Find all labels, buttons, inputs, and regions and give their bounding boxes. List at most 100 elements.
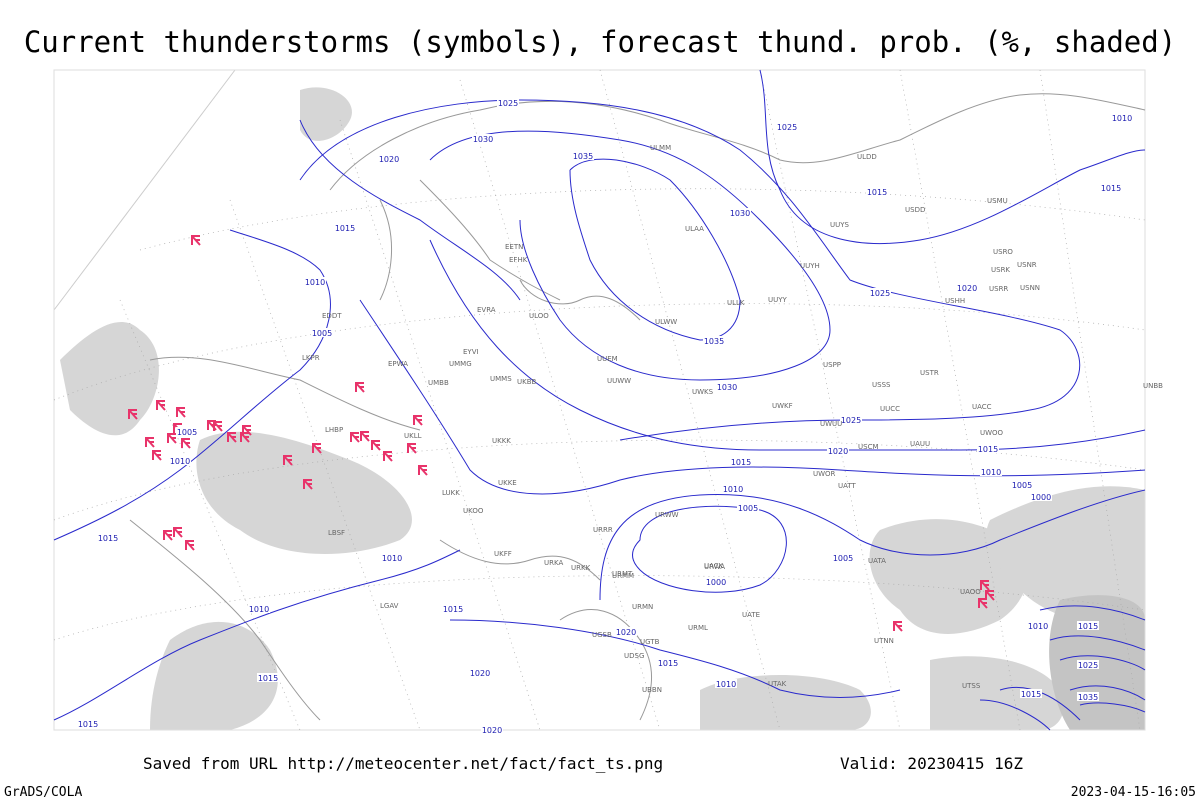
station-code: UTNN [874, 637, 894, 645]
isobar-label: 1020 [470, 669, 490, 678]
label-bg [1011, 480, 1033, 489]
label-bg [1077, 660, 1099, 669]
station-code: UAOO [960, 588, 981, 596]
station-code: UUWW [607, 377, 631, 385]
thunderstorm-symbol [985, 590, 995, 601]
isobar-label: 1035 [704, 337, 724, 346]
station-code: USRO [993, 248, 1013, 256]
station-code: URWA [704, 563, 725, 571]
label-bg [1030, 492, 1052, 501]
label-bg [1027, 621, 1049, 630]
label-bg [469, 668, 491, 677]
probability-shading [60, 87, 1145, 730]
isobar-label: 1025 [1078, 661, 1098, 670]
thunderstorm-symbol [355, 382, 365, 393]
isobar-label: 1025 [870, 289, 890, 298]
isobar-label: 1015 [1021, 690, 1041, 699]
thunderstorm-symbol [242, 425, 252, 436]
isobar-label: 1010 [249, 605, 269, 614]
isobar-label: 1030 [473, 135, 493, 144]
station-code: UUEM [597, 355, 618, 363]
station-code: UMMS [490, 375, 512, 383]
label-bg [832, 553, 854, 562]
station-code: UACK [704, 562, 724, 570]
station-code: UKKE [498, 479, 517, 487]
thunderstorm-symbol [312, 443, 322, 454]
coastlines [129, 93, 1146, 721]
thunderstorm-symbol [181, 438, 191, 449]
map-title: Current thunderstorms (symbols), forecas… [24, 25, 1176, 59]
grid [53, 69, 1146, 731]
station-code: URMM [612, 572, 634, 580]
label-bg [1077, 621, 1099, 630]
isobar-label: 1030 [717, 383, 737, 392]
label-bg [176, 427, 198, 436]
isobar-label: 1015 [978, 445, 998, 454]
isobar-label: 1015 [1078, 622, 1098, 631]
thunderstorm-symbol [176, 407, 186, 418]
isobar-label: 1015 [443, 605, 463, 614]
station-code: ULAA [685, 225, 704, 233]
station-code: UATA [868, 557, 886, 565]
station-code: URWW [655, 511, 679, 519]
station-code: URKK [571, 564, 591, 572]
thunderstorm-symbol [893, 621, 903, 632]
station-code: UDSG [624, 652, 644, 660]
isobar-label: 1035 [1078, 693, 1098, 702]
station-code: UACC [972, 403, 992, 411]
label-bg [866, 187, 888, 196]
isobar-label: 1015 [98, 534, 118, 543]
isobar-label: 1015 [658, 659, 678, 668]
label-bg [497, 98, 519, 107]
label-bg [716, 382, 738, 391]
thunderstorm-symbol [152, 450, 162, 461]
station-code: UKKK [492, 437, 511, 445]
station-code: UBBN [642, 686, 662, 694]
station-code: UGTB [640, 638, 660, 646]
station-code: URRR [593, 526, 613, 534]
valid-time: Valid: 20230415 16Z [840, 754, 1023, 773]
label-bg [730, 457, 752, 466]
thunderstorm-symbol [303, 479, 313, 490]
isobar-label: 1010 [716, 680, 736, 689]
station-code: ULDD [857, 153, 877, 161]
station-code: LHBP [325, 426, 343, 434]
map-background [53, 69, 1146, 731]
label-bg [472, 134, 494, 143]
label-bg [980, 467, 1002, 476]
station-code: USCM [858, 443, 879, 451]
station-code: ULMM [650, 144, 671, 152]
label-bg [381, 553, 403, 562]
label-bg [334, 223, 356, 232]
thunderstorm-symbol [978, 598, 988, 609]
isobar-label: 1010 [305, 278, 325, 287]
station-code: USMU [987, 197, 1008, 205]
label-bg [956, 283, 978, 292]
station-code: URMT [612, 570, 633, 578]
station-code: EFHK [509, 256, 528, 264]
station-code: USNR [1017, 261, 1037, 269]
isobar-label: 1015 [867, 188, 887, 197]
station-code: USRK [991, 266, 1010, 274]
isobar-label: 1010 [981, 468, 1001, 477]
station-code: USRR [989, 285, 1008, 293]
station-code: UKFF [494, 550, 512, 558]
station-code: USHH [945, 297, 965, 305]
station-code: UWKF [772, 402, 793, 410]
label-bg [737, 503, 759, 512]
station-code: URKA [544, 559, 563, 567]
label-bg [715, 679, 737, 688]
credit: GrADS/COLA [4, 785, 82, 800]
station-code: ULWW [655, 318, 677, 326]
isobar-label: 1010 [1028, 622, 1048, 631]
thunderstorm-symbol [213, 421, 223, 432]
source-url: Saved from URL http://meteocenter.net/fa… [143, 754, 663, 773]
label-bg [572, 151, 594, 160]
station-code: UAUU [910, 440, 930, 448]
isobar-label: 1020 [957, 284, 977, 293]
timestamp: 2023-04-15-16:05 [1071, 785, 1196, 800]
station-code: UKBB [517, 378, 537, 386]
map-labels: 1025 1030 1020 1035 1025 1015 1010 1015 1030 1015… [77, 98, 1163, 735]
station-code: ULOO [529, 312, 549, 320]
isobar-label: 1010 [723, 485, 743, 494]
